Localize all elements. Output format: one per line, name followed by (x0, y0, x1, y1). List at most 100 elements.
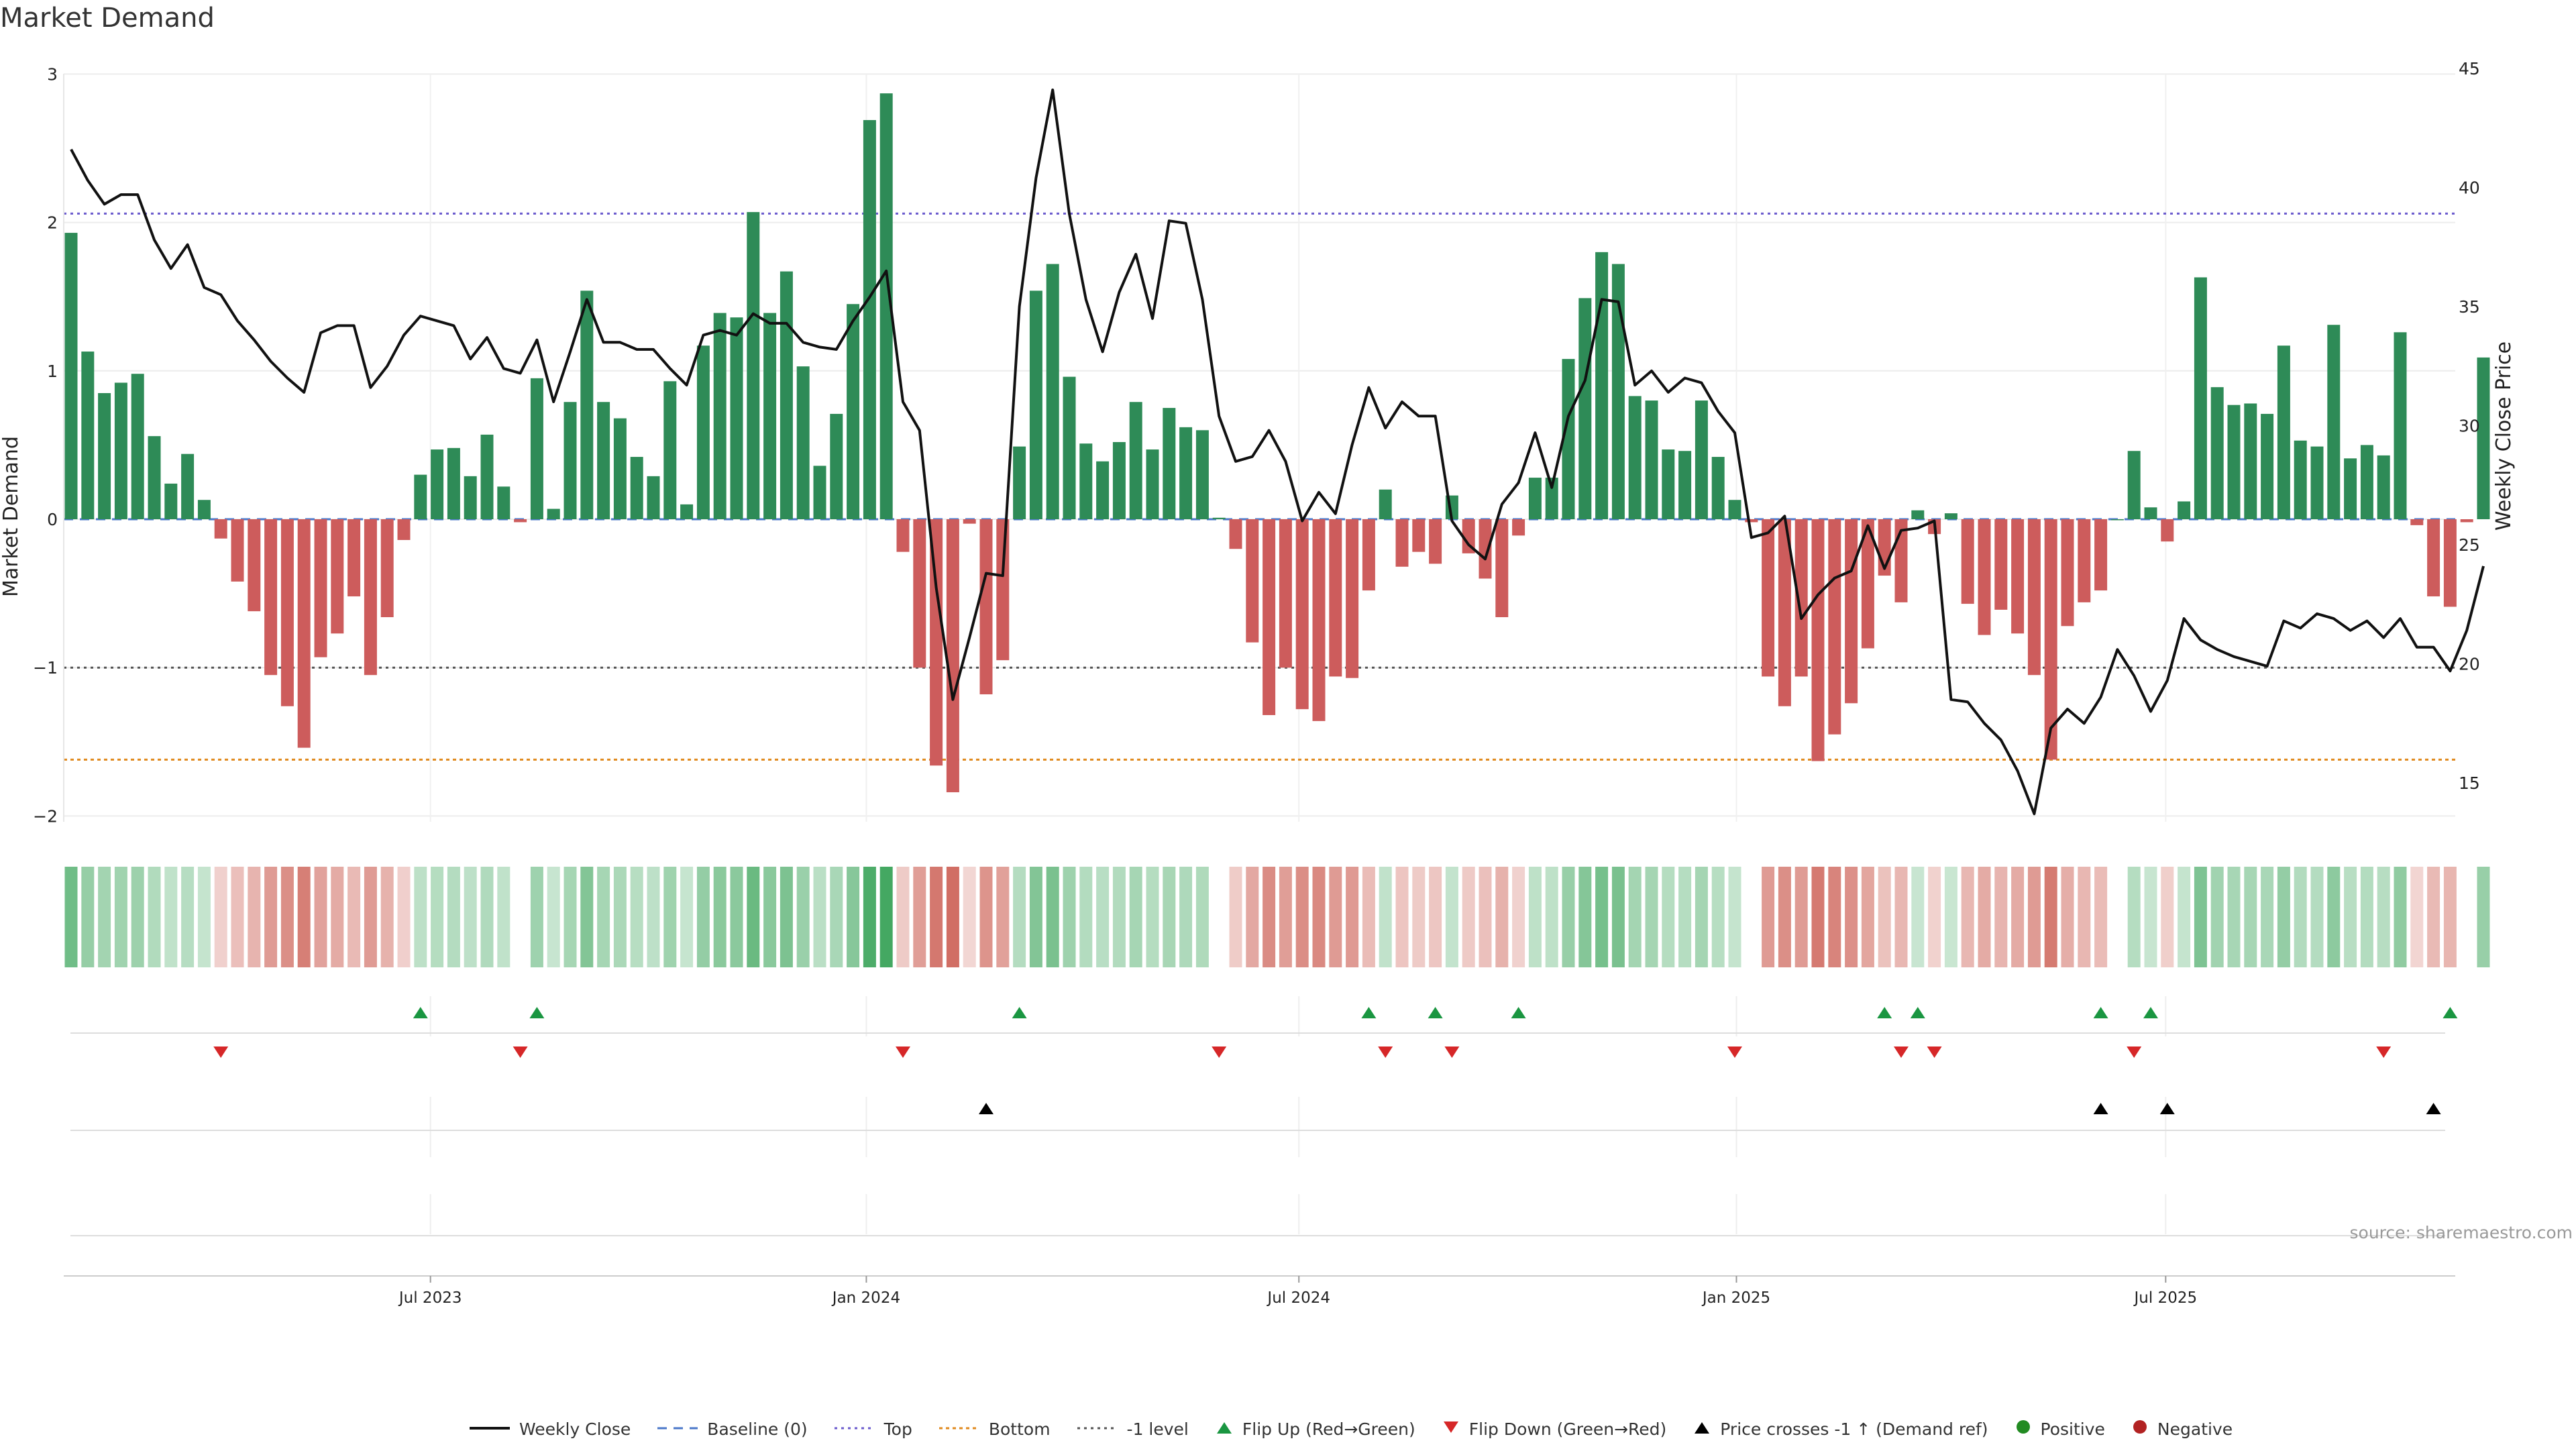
heat-cell (2061, 867, 2074, 967)
heat-cell (2344, 867, 2357, 967)
heat-cell (597, 867, 610, 967)
heat-cell (663, 867, 677, 967)
price-cross-marker (2093, 1103, 2108, 1114)
legend-label: Positive (2040, 1419, 2105, 1439)
heat-cell (1129, 867, 1142, 967)
heat-cell (347, 867, 361, 967)
y-tick-left: −2 (33, 806, 58, 826)
demand-bar (248, 519, 261, 612)
heat-cell (680, 867, 694, 967)
heat-cell (1911, 867, 1925, 967)
heat-cell (1628, 867, 1642, 967)
demand-bar (2044, 519, 2057, 760)
heat-cell (1495, 867, 1509, 967)
demand-bar (1545, 478, 1558, 519)
heat-cell (996, 867, 1010, 967)
heat-cell (1079, 867, 1093, 967)
heat-cell (2261, 867, 2274, 967)
flip-down-marker (1727, 1046, 1742, 1058)
demand-bar (1678, 451, 1692, 519)
demand-bar (1379, 489, 1392, 519)
grid (64, 73, 2455, 1234)
demand-bar (1412, 519, 1426, 552)
y-tick-right: 15 (2459, 773, 2480, 793)
legend-item-flip-up: Flip Up (Red→Green) (1216, 1419, 1415, 1439)
demand-bar (2477, 357, 2490, 519)
demand-bar (730, 317, 743, 519)
heat-cell (2394, 867, 2407, 967)
demand-bar (1312, 519, 1326, 721)
heat-cell (464, 867, 477, 967)
demand-bar (1495, 519, 1509, 617)
heat-cell (1728, 867, 1741, 967)
flip-down-marker (1378, 1046, 1393, 1058)
heat-cell (1961, 867, 1974, 967)
legend-symbol-cross (1693, 1419, 1711, 1439)
heat-cell (1595, 867, 1609, 967)
demand-bar (1628, 396, 1642, 519)
y-tick-right: 45 (2459, 59, 2480, 78)
y-tick-right: 20 (2459, 655, 2480, 674)
legend-symbol-minus1 (1077, 1419, 1118, 1439)
heat-cell (1845, 867, 1858, 967)
heat-cell (1312, 867, 1326, 967)
demand-bar (2144, 507, 2157, 519)
demand-bar (1013, 446, 1026, 519)
demand-bar (214, 519, 227, 539)
flip-down-marker (213, 1046, 229, 1058)
demand-bar (1279, 519, 1292, 668)
demand-bar (131, 374, 144, 519)
demand-bar (1911, 510, 1925, 519)
legend-label: Flip Down (Green→Red) (1468, 1419, 1667, 1439)
heat-cell (1112, 867, 1126, 967)
demand-bar (148, 436, 161, 519)
flip-down-marker (896, 1046, 910, 1058)
legend-symbol-bottom (938, 1419, 979, 1439)
demand-bar (1711, 457, 1725, 519)
flip-up-marker (1361, 1007, 1377, 1018)
demand-bar (1994, 519, 2008, 610)
heat-cell (1678, 867, 1692, 967)
demand-bar (1528, 478, 1542, 519)
demand-bar (663, 381, 677, 519)
demand-bar (347, 519, 361, 597)
legend-label: Price crosses -1 ↑ (Demand ref) (1720, 1419, 1988, 1439)
demand-bar (1329, 519, 1342, 677)
demand-bar (1562, 359, 1575, 519)
legend-symbol-flip-up (1216, 1419, 1233, 1439)
x-tick-label: Jan 2024 (831, 1289, 900, 1307)
demand-bar (1395, 519, 1409, 567)
flip-down-marker (1894, 1046, 1909, 1058)
demand-bar (863, 119, 876, 520)
flip-up-marker (2093, 1007, 2108, 1018)
demand-bar (64, 233, 78, 519)
heat-cell (231, 867, 244, 967)
heat-cell (98, 867, 111, 967)
heat-cell (780, 867, 793, 967)
demand-bar (763, 313, 777, 519)
demand-bar (2194, 277, 2207, 519)
heat-cell (2410, 867, 2424, 967)
demand-bar (331, 519, 344, 634)
heat-cell (730, 867, 743, 967)
demand-bar (547, 508, 560, 519)
x-tick-label: Jul 2023 (398, 1289, 462, 1307)
legend-item-positive: Positive (2015, 1419, 2105, 1439)
heat-cell (1429, 867, 1442, 967)
heat-cell (1545, 867, 1558, 967)
heat-cell (2443, 867, 2457, 967)
heat-cell (81, 867, 95, 967)
flip-up-marker (2443, 1007, 2458, 1018)
demand-bar (81, 352, 95, 519)
heat-cell (397, 867, 411, 967)
demand-bar (181, 453, 195, 519)
chart-title: Market Demand (0, 3, 215, 34)
heat-cell (1695, 867, 1708, 967)
demand-bar (1811, 519, 1825, 761)
heat-cell (2144, 867, 2157, 967)
heat-cell (1445, 867, 1458, 967)
demand-bar (2244, 403, 2257, 519)
legend-item-baseline: Baseline (0) (657, 1419, 808, 1439)
heat-cell (1928, 867, 1941, 967)
